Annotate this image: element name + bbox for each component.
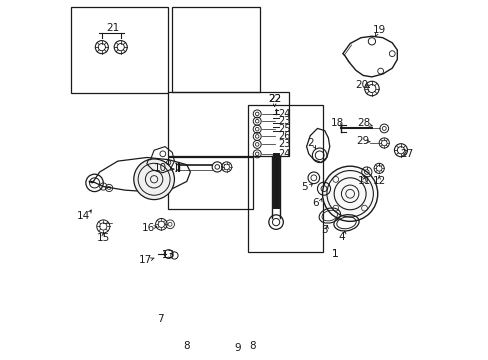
Text: 22: 22 [267,94,281,104]
Bar [247,105,322,252]
Text: 1: 1 [332,249,338,259]
Text: 24: 24 [278,109,290,119]
Text: 17: 17 [139,255,152,265]
Text: 1: 1 [332,249,338,259]
Text: 5: 5 [301,181,307,192]
Bar [168,91,288,156]
Bar [168,157,253,209]
Text: 2: 2 [306,138,313,148]
Text: 28: 28 [357,118,370,129]
Text: 26: 26 [278,131,290,141]
Text: 4: 4 [337,232,344,242]
Text: 22: 22 [267,94,281,104]
Circle shape [134,159,174,199]
Text: 8: 8 [248,341,255,351]
Text: 23: 23 [278,116,290,126]
Bar [171,6,260,91]
Text: 13: 13 [162,251,175,261]
Text: 24: 24 [278,149,290,159]
Text: 9: 9 [234,343,241,354]
Text: 23: 23 [278,139,290,149]
Text: 16: 16 [142,223,155,233]
Text: 19: 19 [372,26,385,35]
Text: 8: 8 [183,341,190,351]
Text: 25: 25 [278,124,290,134]
Text: 7: 7 [157,314,163,324]
Text: 13: 13 [162,251,175,261]
Text: 14: 14 [76,211,89,221]
Bar [70,6,168,93]
Text: 18: 18 [330,118,344,128]
Circle shape [322,166,377,221]
Text: 11: 11 [357,176,370,186]
Text: 29: 29 [355,136,368,146]
Text: 15: 15 [97,233,110,243]
Text: 10: 10 [154,163,167,174]
Text: 3: 3 [320,225,326,235]
Text: 12: 12 [372,176,385,186]
Text: 21: 21 [106,23,119,33]
Text: 27: 27 [399,149,412,159]
Text: 6: 6 [312,198,319,208]
Text: 20: 20 [354,80,367,90]
